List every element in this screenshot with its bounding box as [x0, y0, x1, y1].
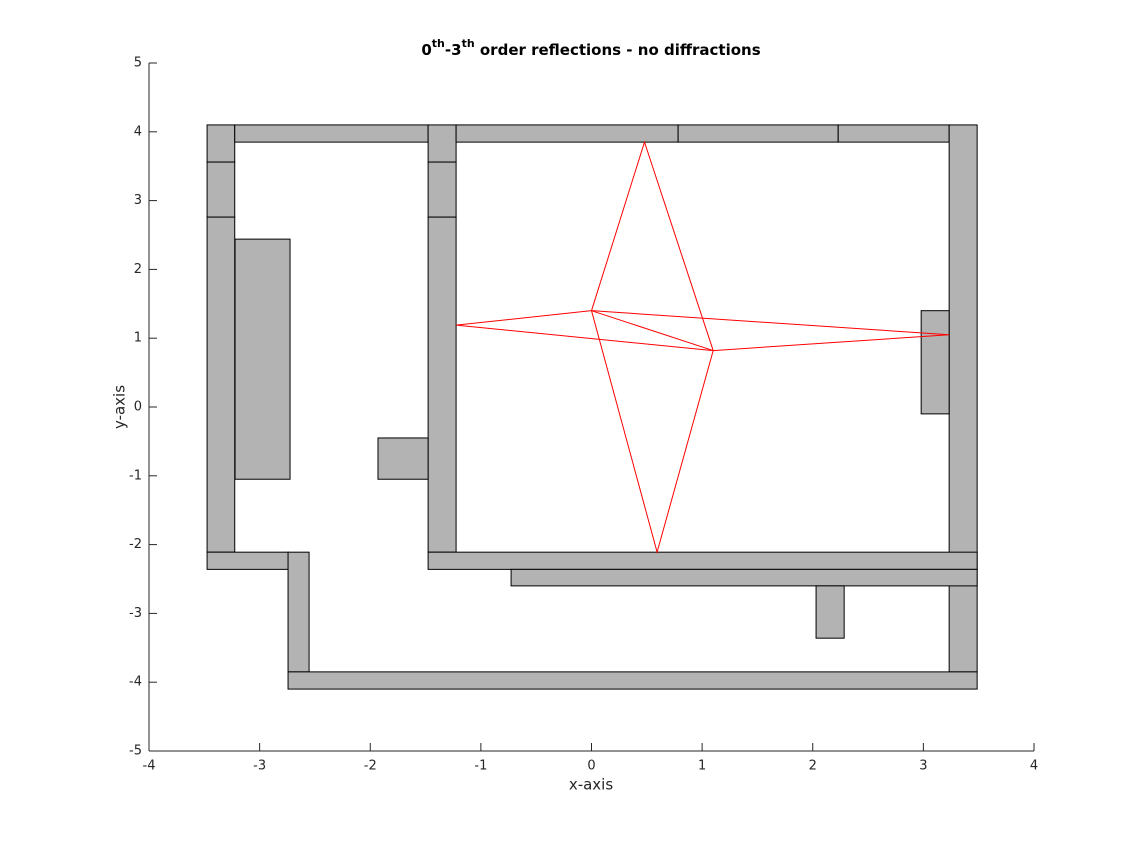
- reflection-path: [591, 310, 714, 352]
- x-tick-label: 3: [919, 759, 927, 774]
- wall: [287, 551, 310, 673]
- wall: [427, 551, 978, 570]
- wall: [427, 124, 457, 163]
- y-tick-label: 1: [134, 331, 142, 346]
- x-tick-label: -2: [364, 759, 377, 774]
- wall: [677, 124, 839, 143]
- wall: [427, 161, 457, 218]
- x-axis-label: x-axis: [569, 776, 614, 794]
- wall: [206, 551, 289, 570]
- wall: [837, 124, 950, 143]
- y-tick-label: -1: [129, 468, 142, 483]
- wall: [948, 124, 978, 673]
- x-tick-label: 0: [587, 759, 595, 774]
- y-tick-label: 2: [134, 262, 142, 277]
- y-axis-label: y-axis: [111, 385, 129, 429]
- reflection-path: [591, 140, 714, 351]
- title-text: order reflections - no diffractions: [475, 41, 761, 59]
- title-text: -3: [445, 41, 462, 59]
- reflection-path: [591, 310, 714, 555]
- wall: [510, 568, 978, 587]
- wall: [234, 238, 291, 480]
- y-tick-label: 4: [134, 124, 142, 139]
- wall: [920, 310, 950, 415]
- wall: [234, 124, 429, 143]
- y-tick-label: -5: [129, 744, 142, 759]
- wall: [206, 161, 236, 218]
- x-tick-label: -4: [143, 759, 156, 774]
- y-tick-label: -3: [129, 606, 142, 621]
- wall: [427, 216, 457, 553]
- y-tick-label: 0: [134, 400, 142, 415]
- y-tick-label: -2: [129, 537, 142, 552]
- x-tick-label: 1: [698, 759, 706, 774]
- reflection-path: [456, 310, 714, 352]
- chart-title: 0th-3th order reflections - no diffracti…: [421, 37, 760, 59]
- title-superscript: th: [462, 37, 475, 50]
- x-tick-label: -1: [474, 759, 487, 774]
- wall: [287, 671, 978, 690]
- y-tick-label: -4: [129, 675, 142, 690]
- x-tick-label: 2: [809, 759, 817, 774]
- x-tick-label: 4: [1030, 759, 1038, 774]
- reflection-path: [591, 310, 950, 352]
- wall: [377, 437, 429, 480]
- y-tick-label: 5: [134, 56, 142, 71]
- title-superscript: th: [432, 37, 445, 50]
- wall: [206, 216, 236, 553]
- title-text: 0: [421, 41, 431, 59]
- wall: [206, 124, 236, 163]
- wall: [815, 585, 845, 639]
- y-tick-label: 3: [134, 193, 142, 208]
- x-tick-label: -3: [253, 759, 266, 774]
- wall: [455, 124, 679, 143]
